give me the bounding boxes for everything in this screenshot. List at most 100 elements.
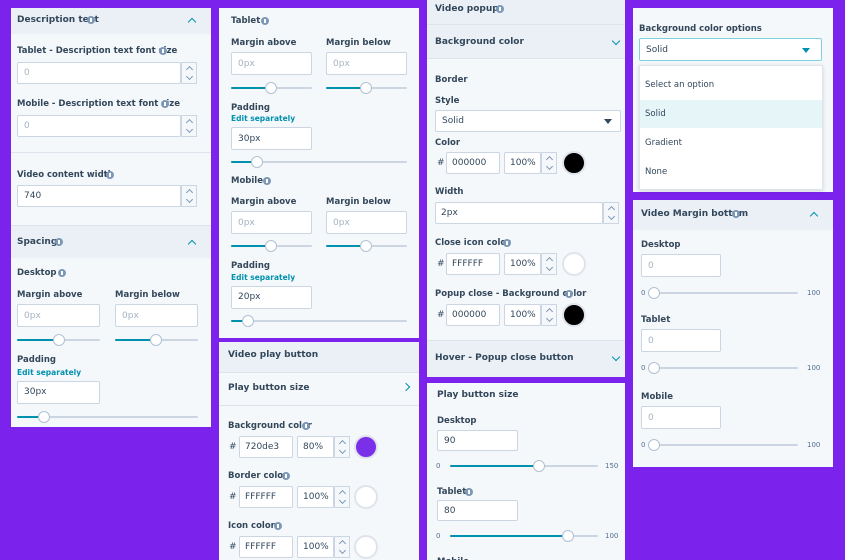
slider-thumb[interactable]: [53, 334, 65, 346]
input-value: 20px: [238, 292, 261, 302]
color-swatch[interactable]: [562, 303, 586, 327]
color-swatch[interactable]: [562, 151, 586, 175]
input-value: 000000: [452, 158, 487, 168]
input-box[interactable]: [641, 406, 721, 429]
option: Select an option: [645, 80, 715, 90]
input-box[interactable]: [17, 381, 100, 404]
slider-thumb[interactable]: [38, 411, 50, 423]
info-icon: [302, 422, 310, 430]
label: Icon color: [228, 521, 275, 531]
input-box[interactable]: [639, 38, 822, 61]
stepper[interactable]: [181, 185, 197, 207]
info-icon: [161, 100, 169, 108]
stepper[interactable]: [541, 152, 557, 174]
input-value: 100%: [303, 492, 329, 502]
label: Desktop: [17, 268, 57, 278]
hash: #: [229, 542, 237, 552]
divider: [427, 340, 625, 341]
slider-fill: [231, 87, 271, 89]
label: Tablet: [437, 487, 467, 497]
option-highlight[interactable]: [640, 100, 822, 128]
stepper[interactable]: [603, 202, 619, 224]
label: Border color: [228, 471, 288, 481]
slider-thumb[interactable]: [648, 362, 660, 374]
input-box[interactable]: [437, 430, 518, 451]
input-box[interactable]: [239, 536, 293, 558]
divider: [11, 225, 211, 226]
slider-thumb[interactable]: [150, 334, 162, 346]
label: Margin above: [231, 38, 297, 48]
color-swatch[interactable]: [354, 485, 378, 509]
info-icon: [261, 17, 269, 25]
label: Margin below: [326, 197, 391, 207]
label: Margin above: [17, 290, 83, 300]
section-title: Spacing: [17, 237, 58, 247]
stepper[interactable]: [541, 253, 557, 275]
input-box[interactable]: [437, 500, 518, 521]
input-box[interactable]: [239, 486, 293, 508]
input-box[interactable]: [326, 211, 407, 234]
input-box[interactable]: [17, 115, 181, 137]
input-box[interactable]: [446, 304, 500, 326]
input-box[interactable]: [17, 185, 181, 207]
input-box[interactable]: [115, 304, 198, 327]
label: Background color: [228, 421, 312, 431]
input-box[interactable]: [231, 211, 312, 234]
input-box[interactable]: [239, 436, 293, 458]
color-swatch[interactable]: [354, 535, 378, 559]
info-icon: [282, 472, 290, 480]
section-title: Video popup: [435, 4, 499, 14]
input-value: 0: [24, 68, 30, 78]
input-box[interactable]: [446, 152, 500, 174]
input-box[interactable]: [435, 202, 603, 224]
slider-thumb[interactable]: [265, 240, 277, 252]
info-icon: [465, 488, 473, 496]
slider-thumb[interactable]: [648, 287, 660, 299]
slider-track: [650, 367, 798, 369]
stepper[interactable]: [334, 486, 350, 508]
slider-thumb[interactable]: [360, 240, 372, 252]
input-box[interactable]: [231, 286, 312, 309]
stepper[interactable]: [334, 436, 350, 458]
input-value: 0px: [24, 311, 41, 321]
slider-thumb[interactable]: [242, 315, 254, 327]
input-value: 100%: [510, 158, 536, 168]
hash: #: [437, 310, 445, 320]
link: Edit separately: [231, 114, 296, 123]
section-header: [11, 226, 211, 258]
info-icon: [106, 171, 114, 179]
slider-track: [231, 320, 407, 322]
hash: #: [437, 259, 445, 269]
stepper[interactable]: [181, 62, 197, 84]
stepper[interactable]: [541, 304, 557, 326]
input-value: FFFFFF: [452, 259, 484, 269]
slider-thumb[interactable]: [251, 156, 263, 168]
input-box[interactable]: [231, 52, 312, 75]
divider: [427, 58, 625, 59]
input-box[interactable]: [641, 254, 721, 277]
option: None: [645, 167, 668, 177]
slider-thumb[interactable]: [360, 82, 372, 94]
input-value: 740: [24, 191, 42, 201]
input-box[interactable]: [231, 127, 312, 150]
input-value: 0px: [333, 218, 350, 228]
section-header: [427, 341, 625, 377]
slider-thumb[interactable]: [533, 460, 545, 472]
stepper[interactable]: [334, 536, 350, 558]
section-header: [427, 25, 625, 58]
input-box[interactable]: [17, 304, 100, 327]
input-box[interactable]: [641, 329, 721, 352]
slider-thumb[interactable]: [265, 82, 277, 94]
input-box[interactable]: [435, 110, 621, 132]
color-swatch[interactable]: [354, 435, 378, 459]
section-title: Description text: [17, 15, 99, 25]
stepper[interactable]: [181, 115, 197, 137]
slider-thumb[interactable]: [562, 530, 574, 542]
input-box[interactable]: [326, 52, 407, 75]
color-swatch[interactable]: [562, 252, 586, 276]
input-box[interactable]: [446, 253, 500, 275]
slider-thumb[interactable]: [648, 439, 660, 451]
input-box[interactable]: [17, 62, 181, 84]
label: Mobile: [641, 392, 673, 402]
